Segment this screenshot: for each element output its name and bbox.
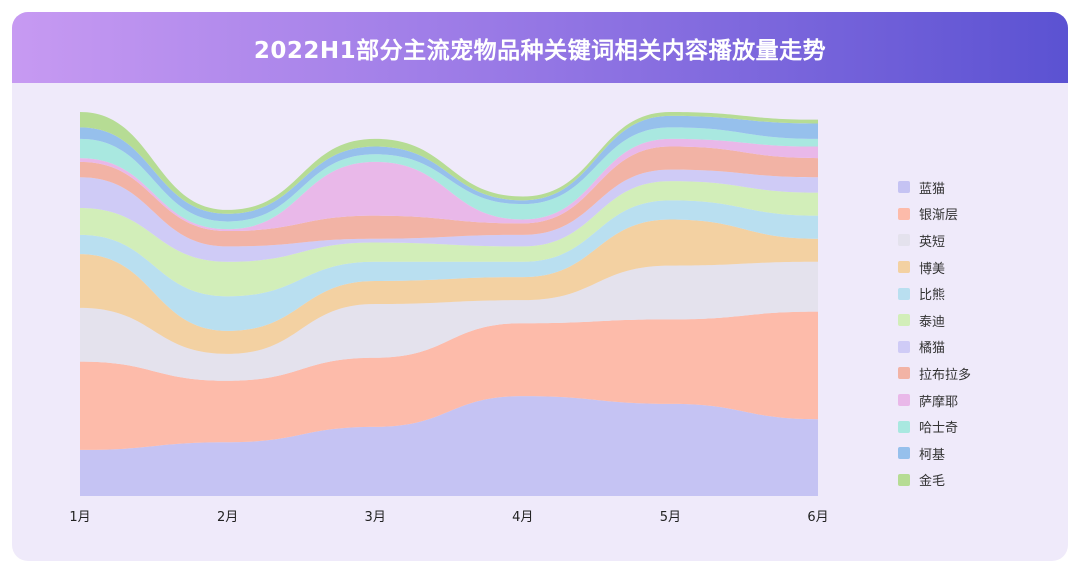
legend-item[interactable]: 博美 (898, 254, 971, 281)
legend-swatch (898, 181, 910, 194)
chart-title: 2022H1部分主流宠物品种关键词相关内容播放量走势 (253, 37, 827, 64)
legend: 蓝猫银渐层英短博美比熊泰迪橘猫拉布拉多萨摩耶哈士奇柯基金毛 (898, 174, 971, 493)
legend-swatch (898, 261, 910, 274)
legend-item[interactable]: 橘猫 (898, 334, 971, 361)
x-axis-ticks: 1月 2月 3月 4月 5月 6月 (69, 510, 828, 525)
legend-label: 哈士奇 (919, 421, 959, 437)
legend-label: 拉布拉多 (919, 367, 972, 383)
title-banner: 2022H1部分主流宠物品种关键词相关内容播放量走势 (12, 12, 1068, 83)
area-series-0 (80, 396, 818, 496)
area-series-7 (80, 146, 818, 247)
legend-swatch (898, 473, 910, 486)
legend-item[interactable]: 比熊 (898, 280, 971, 307)
x-tick-label: 4月 (512, 510, 533, 525)
legend-item[interactable]: 拉布拉多 (898, 360, 971, 387)
legend-label: 银渐层 (919, 208, 959, 224)
area-series-10 (80, 115, 818, 222)
legend-label: 比熊 (919, 288, 946, 304)
legend-swatch (898, 234, 910, 247)
legend-swatch (898, 340, 910, 353)
stacked-area-chart: 1月 2月 3月 4月 5月 6月 (69, 112, 829, 525)
legend-item[interactable]: 英短 (898, 227, 971, 254)
x-tick-label: 3月 (365, 510, 386, 525)
legend-swatch (898, 314, 910, 327)
x-tick-label: 1月 (69, 510, 90, 525)
legend-label: 泰迪 (919, 314, 946, 330)
legend-swatch (898, 420, 910, 433)
area-layer (80, 112, 818, 496)
area-series-5 (80, 181, 818, 297)
legend-swatch (898, 447, 910, 460)
legend-swatch (898, 394, 910, 407)
area-series-1 (80, 311, 818, 450)
chart-card: 2022H1部分主流宠物品种关键词相关内容播放量走势 1月 2月 3月 4月 5月 6月 … (12, 12, 1068, 561)
area-series-9 (80, 127, 818, 230)
legend-item[interactable]: 泰迪 (898, 307, 971, 334)
legend-label: 英短 (919, 234, 946, 250)
legend-label: 柯基 (919, 447, 946, 463)
area-series-4 (80, 200, 818, 331)
legend-label: 金毛 (919, 474, 946, 490)
x-tick-label: 2月 (217, 510, 238, 525)
legend-swatch (898, 367, 910, 380)
x-tick-label: 6月 (807, 510, 828, 525)
legend-item[interactable]: 金毛 (898, 467, 971, 494)
legend-label: 橘猫 (919, 341, 946, 357)
x-tick-label: 5月 (660, 510, 681, 525)
legend-label: 博美 (919, 261, 946, 277)
legend-label: 萨摩耶 (919, 394, 959, 410)
legend-item[interactable]: 哈士奇 (898, 413, 971, 440)
legend-swatch (898, 287, 910, 300)
area-series-8 (80, 138, 818, 232)
legend-item[interactable]: 柯基 (898, 440, 971, 467)
legend-item[interactable]: 银渐层 (898, 201, 971, 228)
legend-swatch (898, 207, 910, 220)
area-series-3 (80, 219, 818, 354)
legend-item[interactable]: 萨摩耶 (898, 387, 971, 414)
area-series-2 (80, 261, 818, 381)
area-series-6 (80, 169, 818, 262)
legend-label: 蓝猫 (919, 181, 946, 197)
legend-item[interactable]: 蓝猫 (898, 174, 971, 201)
